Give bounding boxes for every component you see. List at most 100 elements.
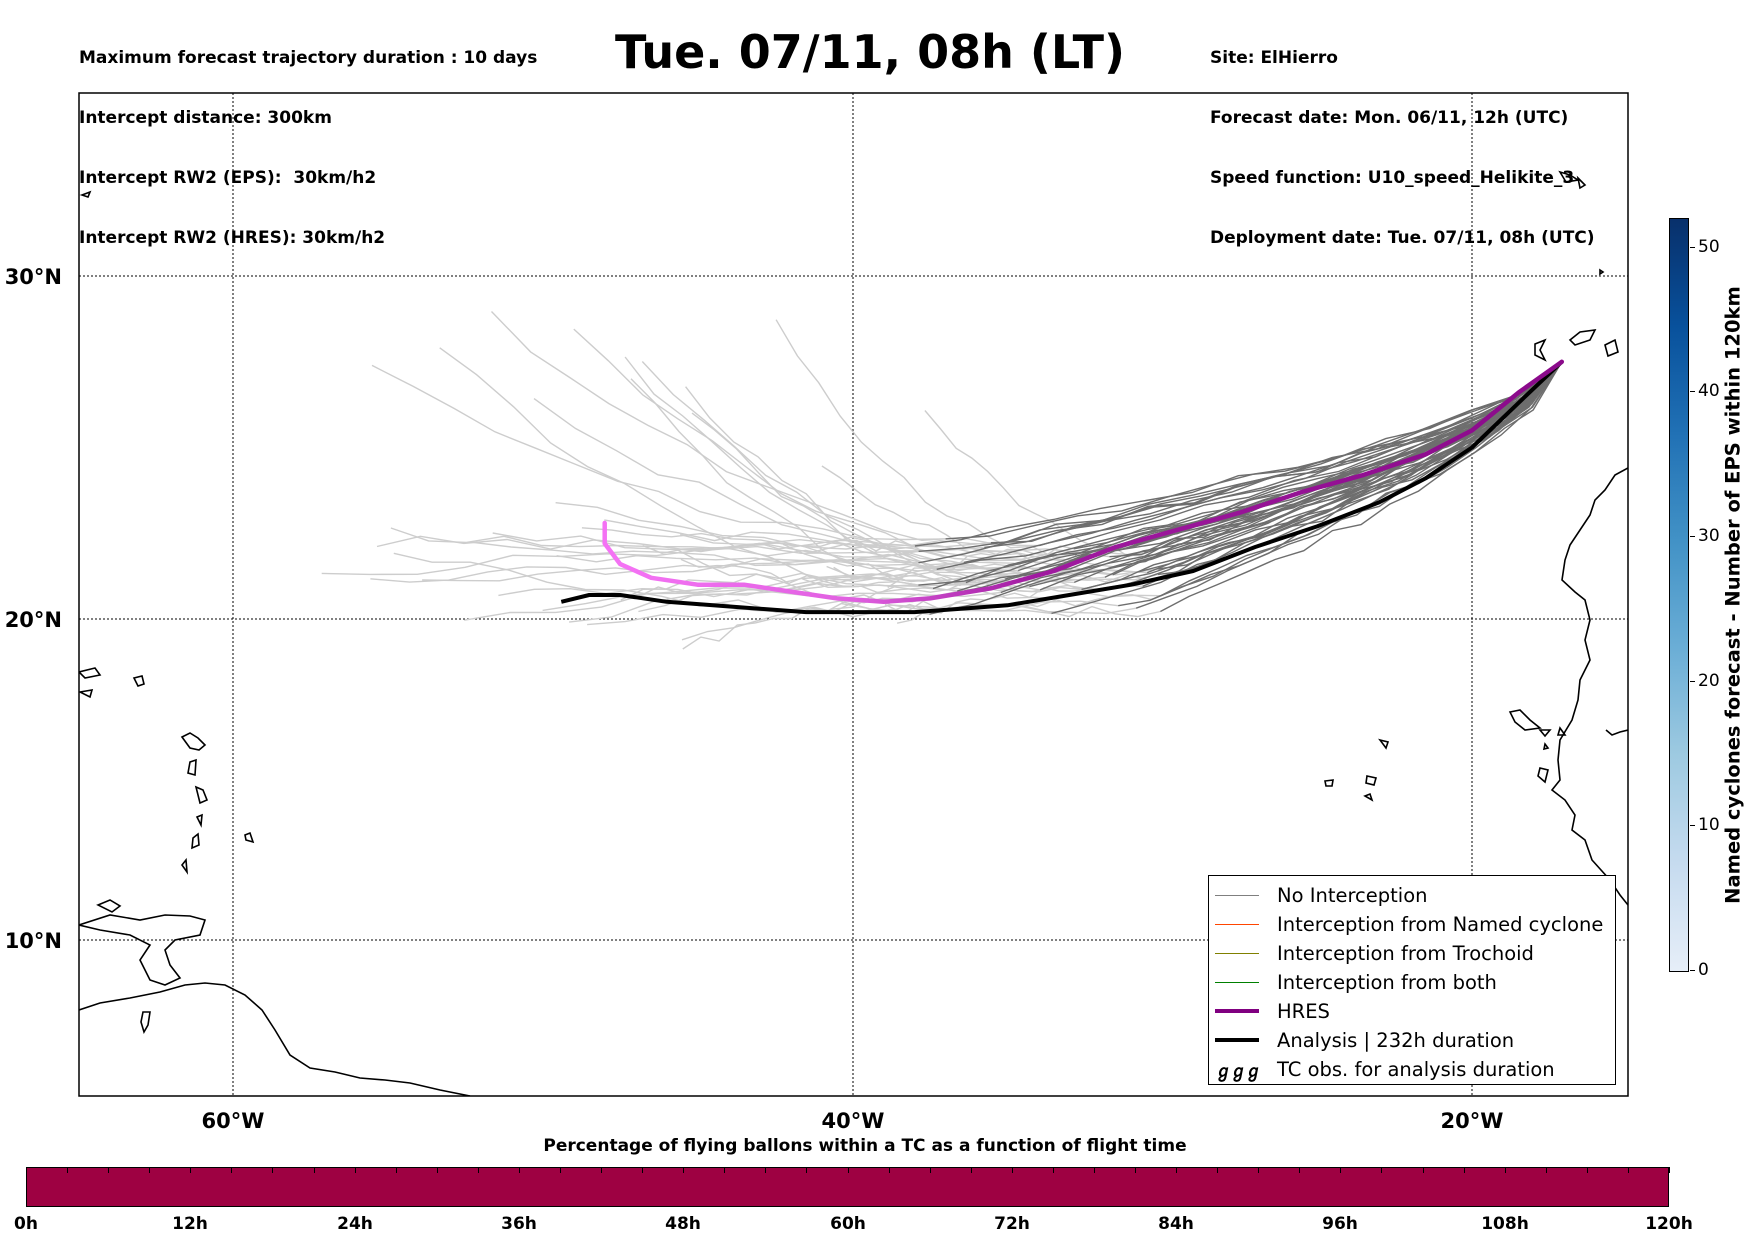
flight-time-label: 108h bbox=[1481, 1214, 1529, 1234]
page-title: Tue. 07/11, 08h (LT) bbox=[615, 25, 1125, 79]
gridlines bbox=[79, 93, 1628, 1096]
eps-trajectory-far bbox=[604, 519, 1119, 554]
eps-trajectories-far bbox=[321, 311, 1161, 650]
legend-item-tc-obs: ℊℊℊ TC obs. for analysis duration bbox=[1215, 1057, 1555, 1082]
flight-time-minor-tick bbox=[231, 1167, 233, 1173]
eps-trajectory-far bbox=[490, 311, 1040, 547]
map-legend: No Interception Interception from Named … bbox=[1208, 875, 1616, 1085]
flight-time-minor-tick bbox=[1669, 1167, 1670, 1173]
flight-time-minor-tick bbox=[108, 1167, 110, 1173]
eps-trajectory-far bbox=[630, 378, 966, 584]
legend-line-swatch bbox=[1215, 981, 1259, 983]
eps-trajectory-far bbox=[691, 412, 1005, 585]
colorbar-label: 0 bbox=[1698, 960, 1709, 980]
flight-time-minor-tick bbox=[272, 1167, 274, 1173]
header-left-line: Intercept distance: 300km bbox=[79, 108, 332, 128]
colorbar-label: 20 bbox=[1698, 671, 1720, 691]
eps-trajectory-far bbox=[924, 410, 1145, 558]
legend-line-swatch bbox=[1215, 923, 1259, 925]
flight-time-minor-tick bbox=[1052, 1167, 1054, 1173]
legend-label: Interception from Trochoid bbox=[1277, 941, 1534, 965]
legend-label: TC obs. for analysis duration bbox=[1277, 1057, 1555, 1081]
lat-label-20n: 20°N bbox=[5, 608, 62, 632]
flight-time-minor-tick bbox=[1176, 1167, 1178, 1173]
header-right-info: Site: ElHierro Forecast date: Mon. 06/11… bbox=[1210, 8, 1595, 268]
tc-symbol-icon: ℊℊℊ bbox=[1215, 1061, 1262, 1082]
legend-label: No Interception bbox=[1277, 883, 1428, 907]
flight-time-minor-tick bbox=[190, 1167, 192, 1173]
flight-time-minor-tick bbox=[1011, 1167, 1013, 1173]
colorbar-label: 50 bbox=[1698, 237, 1720, 257]
eps-trajectory-near bbox=[936, 361, 1563, 570]
colorbar-label: 30 bbox=[1698, 526, 1720, 546]
colorbar bbox=[1669, 218, 1689, 972]
coastlines bbox=[79, 170, 1628, 1096]
legend-label: Interception from both bbox=[1277, 970, 1497, 994]
colorbar-tick bbox=[1690, 391, 1695, 392]
colorbar-label: 10 bbox=[1698, 815, 1720, 835]
legend-item-analysis: Analysis | 232h duration bbox=[1215, 1028, 1514, 1052]
legend-line-swatch bbox=[1215, 1038, 1259, 1042]
eps-trajectory-near bbox=[984, 361, 1563, 549]
eps-trajectory-near bbox=[929, 361, 1563, 615]
flight-time-label: 24h bbox=[337, 1214, 373, 1234]
flight-time-minor-tick bbox=[26, 1167, 27, 1173]
flight-time-minor-tick bbox=[847, 1167, 849, 1173]
flight-time-minor-tick bbox=[67, 1167, 69, 1173]
flight-time-minor-tick bbox=[724, 1167, 726, 1173]
hres-track bbox=[602, 359, 1565, 605]
lon-label-40w: 40°W bbox=[822, 1109, 885, 1133]
eps-trajectory-far bbox=[685, 386, 1024, 579]
flight-time-minor-tick bbox=[1340, 1167, 1342, 1173]
eps-trajectory-far bbox=[422, 557, 964, 582]
flight-time-label: 96h bbox=[1322, 1214, 1358, 1234]
legend-item-hres: HRES bbox=[1215, 999, 1330, 1023]
colorbar-tick bbox=[1690, 681, 1695, 682]
eps-trajectory-near bbox=[1160, 361, 1563, 613]
flight-time-minor-tick bbox=[1381, 1167, 1383, 1173]
colorbar-tick bbox=[1690, 825, 1695, 826]
header-right-line: Forecast date: Mon. 06/11, 12h (UTC) bbox=[1210, 108, 1569, 128]
flight-time-label: 48h bbox=[665, 1214, 701, 1234]
eps-trajectory-far bbox=[887, 545, 1074, 589]
flight-time-minor-tick bbox=[1463, 1167, 1465, 1173]
flight-time-bar-title: Percentage of flying ballons within a TC… bbox=[543, 1136, 1187, 1156]
eps-trajectory-far bbox=[371, 364, 946, 541]
header-left-line: Intercept RW2 (HRES): 30km/h2 bbox=[79, 228, 386, 248]
colorbar-tick bbox=[1690, 970, 1695, 971]
flight-time-minor-tick bbox=[683, 1167, 685, 1173]
lat-label-30n: 30°N bbox=[5, 265, 62, 289]
flight-time-minor-tick bbox=[518, 1167, 520, 1173]
flight-time-minor-tick bbox=[806, 1167, 808, 1173]
legend-label: Analysis | 232h duration bbox=[1277, 1028, 1515, 1052]
legend-label: HRES bbox=[1277, 999, 1330, 1023]
header-left-info: Maximum forecast trajectory duration : 1… bbox=[79, 8, 537, 268]
flight-time-minor-tick bbox=[1135, 1167, 1137, 1173]
header-left-line: Intercept RW2 (EPS): 30km/h2 bbox=[79, 168, 377, 188]
flight-time-minor-tick bbox=[559, 1167, 561, 1173]
eps-trajectory-near bbox=[1151, 361, 1563, 601]
flight-time-minor-tick bbox=[1545, 1167, 1547, 1173]
flight-time-label: 0h bbox=[14, 1214, 38, 1234]
flight-time-minor-tick bbox=[601, 1167, 603, 1173]
flight-time-minor-tick bbox=[642, 1167, 644, 1173]
header-right-line: Site: ElHierro bbox=[1210, 48, 1338, 68]
eps-trajectory-near bbox=[1112, 361, 1563, 576]
flight-time-label: 72h bbox=[994, 1214, 1030, 1234]
map-frame bbox=[78, 92, 1629, 1097]
legend-item-named-cyclone: Interception from Named cyclone bbox=[1215, 912, 1603, 936]
flight-time-minor-tick bbox=[1586, 1167, 1588, 1173]
legend-line-swatch bbox=[1215, 1009, 1259, 1013]
eps-trajectory-far bbox=[573, 328, 1059, 567]
flight-time-minor-tick bbox=[1258, 1167, 1260, 1173]
flight-time-label: 60h bbox=[830, 1214, 866, 1234]
flight-time-minor-tick bbox=[477, 1167, 479, 1173]
flight-time-minor-tick bbox=[354, 1167, 356, 1173]
flight-time-minor-tick bbox=[929, 1167, 931, 1173]
flight-time-minor-tick bbox=[888, 1167, 890, 1173]
header-left-line: Maximum forecast trajectory duration : 1… bbox=[79, 48, 538, 68]
legend-line-swatch bbox=[1215, 894, 1259, 896]
colorbar-tick bbox=[1690, 247, 1695, 248]
eps-trajectory-far bbox=[533, 398, 1113, 576]
